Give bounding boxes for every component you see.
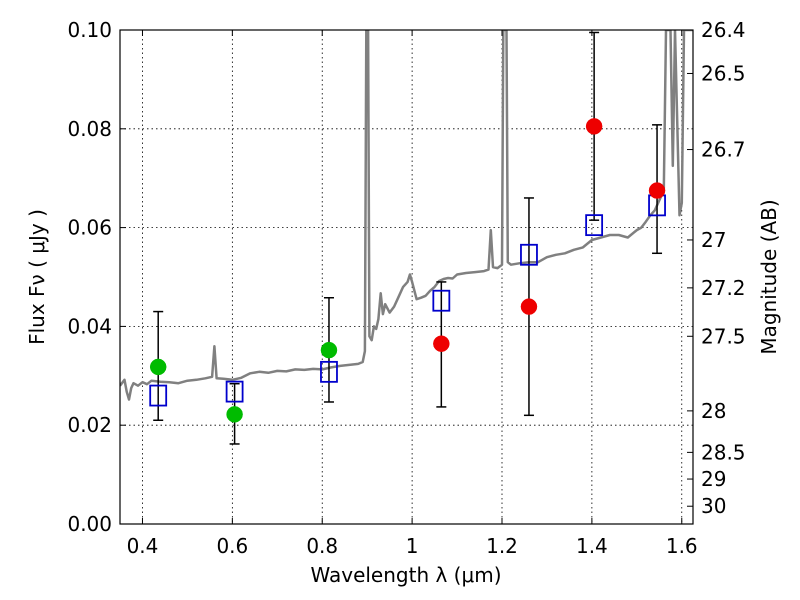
x-tick-label: 1	[406, 534, 419, 558]
x-axis-label: Wavelength λ (μm)	[310, 563, 501, 587]
model-photometry-square	[320, 360, 338, 383]
observed-flux-point	[520, 298, 538, 315]
y-tick-label: 0.10	[67, 18, 112, 42]
y-tick-label: 0.04	[67, 314, 112, 338]
x-tick-label: 1.2	[486, 534, 518, 558]
x-tick-label: 1.6	[666, 534, 698, 558]
y-tick-label: 0.08	[67, 117, 112, 141]
spectrum-line	[120, 30, 693, 401]
mag-tick-label: 26.5	[701, 61, 746, 85]
observed-flux-point	[585, 118, 603, 135]
x-tick-label: 1.4	[576, 534, 608, 558]
mag-tick-label: 27	[701, 228, 726, 252]
model-photometry-square	[585, 214, 604, 237]
observed-flux-point	[149, 358, 167, 376]
mag-tick-label: 28.5	[701, 440, 746, 464]
data-markers	[149, 31, 666, 445]
axes: 0.4 0.6 0.8 1 1.2 1.4 1.6 0.00 0.02 0.04 0.06 0.08 0…	[67, 18, 745, 558]
x-tick-label: 0.8	[306, 534, 338, 558]
y-axis-label-left: Flux Fν ( μJy )	[25, 209, 49, 345]
y-axis-label-right: Magnitude (AB)	[757, 199, 781, 354]
mag-tick-label: 30	[701, 494, 726, 518]
observed-flux-point	[648, 182, 666, 199]
model-photometry-square	[225, 380, 244, 403]
x-tick-label: 0.6	[216, 534, 248, 558]
y-tick-label: 0.02	[67, 413, 112, 437]
mag-tick-label: 27.5	[701, 324, 746, 348]
y-tick-label: 0.00	[67, 512, 112, 536]
mag-tick-label: 26.7	[701, 138, 746, 162]
x-tick-label: 0.4	[127, 534, 159, 558]
mag-tick-label: 26.4	[701, 18, 746, 42]
mag-tick-label: 27.2	[701, 276, 746, 300]
mag-tick-label: 29	[701, 467, 726, 491]
y-tick-label: 0.06	[67, 216, 112, 240]
model-photometry-square	[432, 289, 451, 312]
model-photometry-square	[149, 384, 168, 407]
observed-flux-point	[433, 335, 450, 352]
plot-frame	[119, 29, 694, 525]
mag-tick-label: 28	[701, 399, 726, 423]
plot-area	[120, 30, 693, 401]
observed-flux-point	[226, 406, 243, 423]
model-photometry-square	[520, 243, 538, 266]
observed-flux-point	[320, 341, 338, 359]
